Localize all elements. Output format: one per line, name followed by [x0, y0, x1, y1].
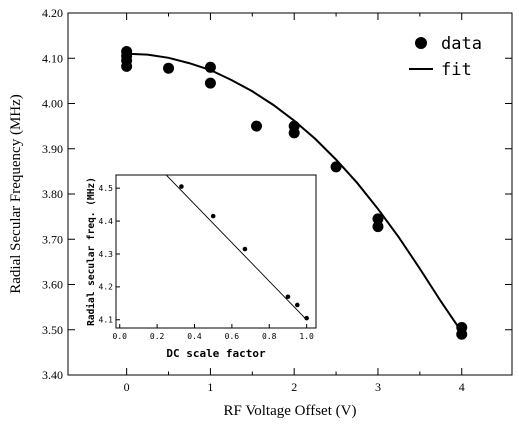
inset-plot-frame: [115, 174, 317, 329]
inset-data-point: [179, 184, 184, 189]
main-data-point: [204, 77, 216, 89]
main-x-tick-label: 1: [207, 380, 213, 394]
inset-chart: 0.0 0.2 0.4 0.6 0.8 1.0 4.1 4.2 4.3 4.4 4.5 DC scal…: [86, 174, 317, 360]
main-y-axis-label: Radial Secular Frequency (MHz): [8, 94, 24, 294]
inset-y-axis-label: Radial secular freq. (MHz): [86, 177, 97, 326]
inset-y-tick-label: 4.1: [99, 316, 114, 325]
main-data-point: [121, 60, 133, 72]
inset-y-tick-label: 4.3: [99, 250, 114, 259]
main-y-tick-label: 4.20: [42, 6, 63, 20]
inset-plot-background: [116, 175, 316, 328]
main-x-tick-label: 3: [375, 380, 381, 394]
main-y-tick-label: 3.60: [42, 278, 63, 292]
inset-fit-line: [165, 175, 307, 321]
inset-x-tick-label: 0.6: [225, 332, 240, 341]
inset-y-tick-label: 4.4: [99, 217, 114, 226]
inset-x-tick-label: 0.4: [187, 332, 202, 341]
main-data-point: [163, 62, 175, 74]
main-x-tick-label: 4: [459, 380, 465, 394]
main-x-axis-label: RF Voltage Offset (V): [224, 403, 357, 419]
inset-x-axis-label: DC scale factor: [166, 347, 266, 360]
main-y-tick-label: 3.70: [42, 232, 63, 246]
main-chart: 0 1 2 3 4 3.40 3.50 3.60 3.70 3.80 3.90 4.00 4.10 4.2…: [8, 6, 513, 419]
main-y-tick-label: 3.90: [42, 142, 63, 156]
main-y-tick-label: 4.10: [42, 51, 63, 65]
main-x-tick-label: 2: [291, 380, 297, 394]
inset-y-tick-label: 4.5: [99, 184, 114, 193]
main-y-tick-label: 3.80: [42, 187, 63, 201]
inset-data-point: [304, 315, 309, 321]
inset-data-point: [285, 294, 291, 300]
inset-x-tick-label: 0.0: [113, 332, 128, 341]
legend-fit-label: fit: [441, 60, 472, 80]
inset-x-tick-label: 0.8: [262, 332, 277, 341]
inset-y-tick-label: 4.2: [99, 283, 114, 292]
inset-x-tick-label: 1.0: [299, 332, 314, 341]
main-data-point: [372, 213, 384, 225]
main-y-tick-label: 3.50: [42, 323, 63, 337]
main-data-point: [456, 328, 468, 340]
inset-data-point: [210, 213, 216, 219]
legend-data-label: data: [441, 34, 482, 54]
main-y-tick-label: 4.00: [42, 97, 63, 111]
inset-x-tick-label: 0.2: [150, 332, 165, 341]
legend: data fit: [409, 34, 482, 80]
main-data-point: [372, 221, 384, 233]
inset-data-point: [242, 246, 248, 252]
main-y-tick-label: 3.40: [42, 368, 63, 382]
main-fit-line: [126, 52, 463, 333]
inset-data-point: [295, 302, 300, 308]
main-x-tick-label: 0: [124, 380, 130, 394]
main-data-point: [250, 120, 262, 132]
main-data-point: [288, 127, 300, 139]
legend-data-marker: [415, 37, 427, 49]
